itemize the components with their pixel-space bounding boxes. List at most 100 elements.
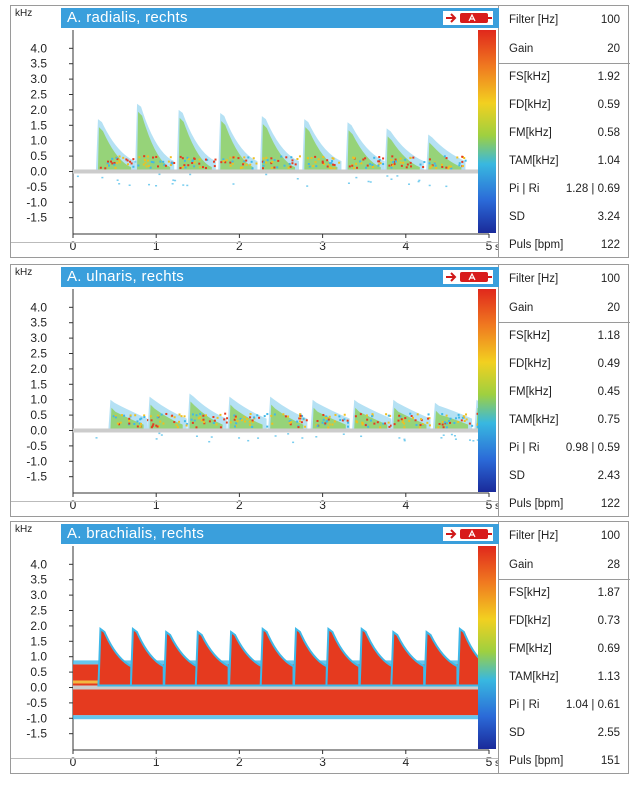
y-tick-label: 1.0 [30, 134, 47, 148]
param-label: Gain [509, 302, 534, 314]
x-tick-label: 0 [70, 755, 77, 769]
y-tick-label: 3.5 [30, 573, 47, 587]
param-row-fm-khz: FM[kHz] 0.45 [499, 386, 630, 406]
beat-envelope [259, 627, 295, 687]
param-label: Pi | Ri [509, 183, 540, 195]
spectrogram-plot: 4.0 3.53.0 2.52.01.5 1.00.50.0 -0.5-1.0 -1.5 0… [26, 289, 498, 512]
spectral-envelope [76, 103, 467, 188]
param-value: 0.59 [597, 99, 620, 111]
x-tick-label: 5 [486, 498, 493, 512]
param-label: Puls [bpm] [509, 755, 564, 767]
param-label: FD[kHz] [509, 358, 551, 370]
param-label: FM[kHz] [509, 127, 552, 139]
param-value: 1.04 [597, 155, 620, 167]
y-tick-label: 0.0 [30, 164, 47, 178]
plot-area: kHz A. radialis, rechts 4.0 3.5 3.0 2.5 2.0 1.5… [11, 6, 499, 257]
param-label: FS[kHz] [509, 587, 550, 599]
y-tick-label: -0.5 [26, 180, 47, 194]
x-tick-label: 2 [236, 239, 243, 253]
plot-footer-strip [11, 758, 498, 773]
y-tick-label: 4.0 [30, 557, 47, 571]
x-unit-label: s [495, 242, 498, 253]
param-label: FM[kHz] [509, 643, 552, 655]
param-row-filter-hz: Filter [Hz] 100 [499, 530, 630, 550]
param-label: Pi | Ri [509, 699, 540, 711]
param-label: SD [509, 470, 525, 482]
param-row-filter-hz: Filter [Hz] 100 [499, 273, 630, 293]
beat-envelope [325, 627, 361, 687]
y-tick-label: 3.0 [30, 72, 47, 86]
param-value: 2.43 [597, 470, 620, 482]
y-unit-label: kHz [15, 8, 33, 19]
intensity-colorbar [478, 289, 496, 492]
x-tick-label: 0 [70, 498, 77, 512]
x-tick-label: 1 [153, 755, 160, 769]
param-separator [499, 579, 630, 580]
y-tick-label: 1.5 [30, 118, 47, 132]
param-row-puls-bpm: Puls [bpm] 151 [499, 755, 630, 775]
beat-envelope [390, 630, 426, 687]
param-separator [499, 63, 630, 64]
baseline [73, 685, 489, 690]
y-tick-label: 1.5 [30, 377, 47, 391]
y-tick-label: -1.5 [26, 211, 47, 225]
x-tick-label: 0 [70, 239, 77, 253]
param-row-fs-khz: FS[kHz] 1.92 [499, 71, 630, 91]
param-row-fs-khz: FS[kHz] 1.87 [499, 587, 630, 607]
y-tick-label: -0.5 [26, 439, 47, 453]
intensity-colorbar [478, 546, 496, 749]
param-row-sd: SD 2.55 [499, 727, 630, 747]
param-row-pi-ri: Pi | Ri 1.28 | 0.69 [499, 183, 630, 203]
param-value: 20 [607, 302, 620, 314]
record-arrow-icon[interactable] [443, 527, 493, 541]
plot-footer-strip [11, 501, 498, 516]
param-label: Filter [Hz] [509, 530, 559, 542]
param-label: TAM[kHz] [509, 155, 559, 167]
y-tick-label: 2.0 [30, 103, 47, 117]
y-tick-label: 2.5 [30, 347, 47, 361]
beat-envelope [228, 630, 263, 687]
x-tick-label: 3 [319, 498, 326, 512]
param-row-fm-khz: FM[kHz] 0.69 [499, 643, 630, 663]
y-unit-label: kHz [15, 524, 33, 535]
param-label: Puls [bpm] [509, 498, 564, 510]
x-tick-label: 1 [153, 498, 160, 512]
param-value: 0.58 [597, 127, 620, 139]
panel-title-bar: A. ulnaris, rechts [61, 267, 499, 287]
record-arrow-icon[interactable] [443, 270, 493, 284]
param-row-gain: Gain 28 [499, 559, 630, 579]
param-value: 0.69 [597, 643, 620, 655]
param-row-tam-khz: TAM[kHz] 1.13 [499, 671, 630, 691]
y-tick-label: 0.0 [30, 423, 47, 437]
y-tick-label: 4.0 [30, 41, 47, 55]
y-tick-label: -1.5 [26, 470, 47, 484]
param-row-gain: Gain 20 [499, 43, 630, 63]
y-tick-label: 1.5 [30, 634, 47, 648]
record-arrow-icon[interactable] [443, 11, 493, 25]
param-label: TAM[kHz] [509, 671, 559, 683]
x-tick-label: 5 [486, 239, 493, 253]
y-tick-label: 1.0 [30, 650, 47, 664]
param-row-sd: SD 2.43 [499, 470, 630, 490]
param-row-fs-khz: FS[kHz] 1.18 [499, 330, 630, 350]
param-value: 1.87 [597, 587, 620, 599]
spectral-envelope [95, 393, 491, 444]
x-tick-label: 3 [319, 239, 326, 253]
param-label: Puls [bpm] [509, 239, 564, 251]
y-tick-label: -1.5 [26, 727, 47, 741]
param-row-tam-khz: TAM[kHz] 0.75 [499, 414, 630, 434]
y-tick-label: 2.5 [30, 88, 47, 102]
y-tick-label: 0.5 [30, 665, 47, 679]
y-tick-label: 1.0 [30, 393, 47, 407]
y-tick-label: 0.5 [30, 149, 47, 163]
param-label: FM[kHz] [509, 386, 552, 398]
x-tick-label: 2 [236, 755, 243, 769]
y-tick-label: 0.0 [30, 680, 47, 694]
y-tick-label: 3.5 [30, 57, 47, 71]
panel-title-bar: A. brachialis, rechts [61, 524, 499, 544]
param-row-gain: Gain 20 [499, 302, 630, 322]
x-unit-label: s [495, 501, 498, 512]
param-value: 100 [600, 530, 620, 542]
y-tick-label: 2.0 [30, 619, 47, 633]
param-value: 100 [600, 273, 620, 285]
